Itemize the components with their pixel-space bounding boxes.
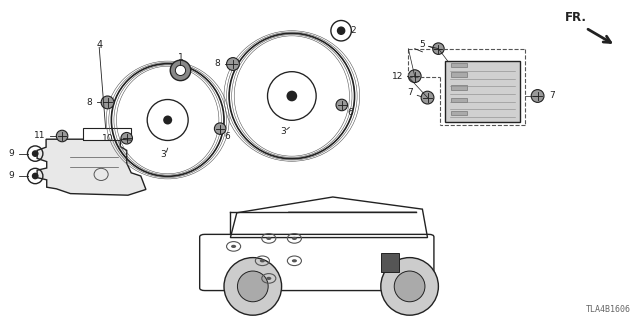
Ellipse shape bbox=[531, 90, 544, 102]
Ellipse shape bbox=[224, 258, 282, 315]
Ellipse shape bbox=[214, 123, 226, 134]
Ellipse shape bbox=[381, 258, 438, 315]
Ellipse shape bbox=[170, 60, 191, 81]
Ellipse shape bbox=[408, 70, 421, 83]
Ellipse shape bbox=[394, 271, 425, 302]
Ellipse shape bbox=[337, 27, 345, 34]
Text: 11: 11 bbox=[34, 132, 45, 140]
Ellipse shape bbox=[266, 237, 271, 240]
Bar bbox=[451, 98, 467, 102]
Ellipse shape bbox=[292, 237, 297, 240]
Bar bbox=[451, 72, 467, 77]
Text: 4: 4 bbox=[96, 40, 102, 50]
Ellipse shape bbox=[421, 91, 434, 104]
Ellipse shape bbox=[121, 132, 132, 144]
Ellipse shape bbox=[101, 96, 114, 109]
Ellipse shape bbox=[33, 173, 38, 179]
Text: 12: 12 bbox=[392, 72, 404, 81]
Text: 3: 3 bbox=[280, 127, 285, 136]
Text: 8: 8 bbox=[215, 60, 220, 68]
Text: 7: 7 bbox=[549, 92, 554, 100]
Text: 3: 3 bbox=[161, 150, 166, 159]
Ellipse shape bbox=[336, 99, 348, 111]
Ellipse shape bbox=[266, 277, 271, 280]
Ellipse shape bbox=[33, 151, 38, 156]
Text: 8: 8 bbox=[87, 98, 92, 107]
Ellipse shape bbox=[237, 271, 268, 302]
Text: 1: 1 bbox=[178, 53, 183, 62]
Text: 6: 6 bbox=[225, 132, 230, 141]
Ellipse shape bbox=[163, 116, 172, 124]
Bar bbox=[451, 111, 467, 115]
Text: 6: 6 bbox=[348, 108, 353, 117]
Ellipse shape bbox=[433, 43, 444, 54]
Ellipse shape bbox=[231, 245, 236, 248]
Ellipse shape bbox=[287, 91, 297, 101]
Bar bbox=[445, 61, 520, 122]
Bar bbox=[451, 85, 467, 90]
Text: 5: 5 bbox=[420, 40, 425, 49]
Ellipse shape bbox=[227, 58, 239, 70]
Text: 10: 10 bbox=[102, 134, 113, 143]
Ellipse shape bbox=[175, 65, 186, 76]
Text: 9: 9 bbox=[9, 172, 14, 180]
Text: FR.: FR. bbox=[565, 11, 587, 24]
Ellipse shape bbox=[56, 130, 68, 142]
Bar bbox=[381, 253, 399, 272]
Bar bbox=[451, 63, 467, 67]
Ellipse shape bbox=[292, 259, 297, 262]
Text: 2: 2 bbox=[351, 26, 356, 35]
Ellipse shape bbox=[260, 259, 265, 262]
Text: TLA4B1606: TLA4B1606 bbox=[586, 305, 630, 314]
Text: 7: 7 bbox=[407, 88, 412, 97]
FancyBboxPatch shape bbox=[83, 128, 131, 140]
Polygon shape bbox=[37, 139, 146, 195]
Text: 9: 9 bbox=[9, 149, 14, 158]
